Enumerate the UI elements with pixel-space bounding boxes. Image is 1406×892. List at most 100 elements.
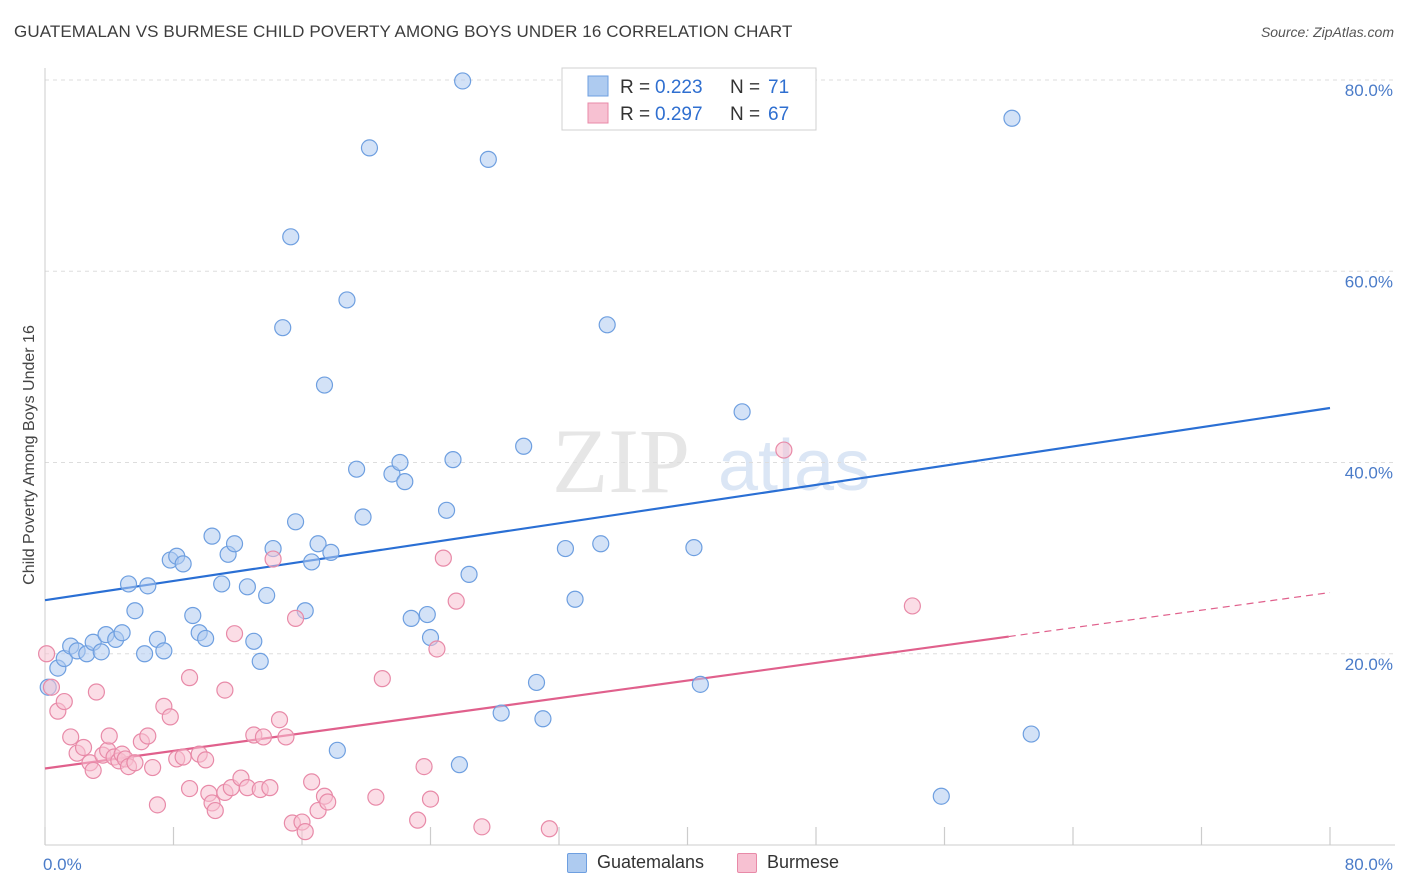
data-points [38, 72, 1040, 841]
burmese-point [434, 549, 452, 567]
guatemalan-point [360, 139, 379, 157]
guatemalan-point [733, 403, 751, 421]
burmese-point [447, 592, 465, 610]
guatemalan-point [113, 624, 131, 642]
guatemalan-point [391, 453, 409, 472]
burmese-point [84, 761, 102, 780]
guatemalan-point [492, 704, 510, 722]
burmese-point [144, 758, 162, 777]
guatemalan-point [566, 590, 584, 608]
guatemalan-point [139, 577, 157, 595]
guatemalan-point [328, 741, 346, 759]
guatemalan-point [135, 645, 154, 663]
legend-swatch-burmese [587, 102, 609, 124]
watermark-zip: ZIP [552, 410, 690, 512]
legend-n-value-2: 67 [768, 104, 789, 125]
burmese-point [261, 779, 279, 797]
guatemalan-point [184, 606, 202, 625]
guatemalan-point [396, 473, 414, 491]
guatemalan-point [245, 632, 263, 650]
guatemalan-point [444, 451, 462, 469]
burmese-point [62, 728, 80, 746]
guatemalan-point [932, 787, 950, 805]
burmese-point [197, 751, 215, 769]
legend-r-value-2: 0.297 [655, 104, 703, 125]
burmese-point [903, 597, 921, 615]
bottom-legend-item-burmese: Burmese [737, 852, 839, 873]
burmese-point [139, 727, 157, 745]
grid-lines [45, 79, 1395, 655]
bottom-legend-label-burmese: Burmese [767, 852, 840, 872]
x-tick-label: 0.0% [43, 855, 82, 874]
guatemalan-point [92, 643, 110, 661]
burmese-point [415, 757, 433, 776]
burmese-point [42, 678, 61, 696]
burmese-point [161, 708, 179, 726]
guatemalan-point [402, 609, 420, 627]
burmese-point [303, 773, 321, 791]
burmese-point [55, 692, 73, 711]
y-axis-label: Child Poverty Among Boys Under 16 [21, 325, 38, 585]
guatemalan-point [437, 501, 456, 519]
legend-n-label-2: N = [730, 104, 760, 125]
burmese-point [270, 711, 289, 729]
guatemalan-point [685, 539, 703, 557]
burmese-trend-line [44, 635, 1009, 770]
legend-swatch-guatemalans [587, 75, 609, 97]
chart-title: GUATEMALAN VS BURMESE CHILD POVERTY AMON… [14, 22, 793, 41]
guatemalan-point [592, 535, 610, 553]
burmese-point [296, 823, 314, 841]
x-tick-label: 80.0% [1345, 855, 1393, 874]
guatemalan-point [418, 605, 436, 624]
legend-n-value-1: 71 [768, 77, 789, 98]
burmese-point [409, 811, 427, 829]
bottom-legend-label-guatemalans: Guatemalans [596, 852, 704, 872]
burmese-point [87, 683, 106, 701]
y-tick-label: 60.0% [1345, 272, 1393, 291]
guatemalan-point [691, 675, 709, 693]
axes [44, 68, 1395, 846]
guatemalan-point [274, 319, 292, 337]
guatemalan-point [598, 316, 616, 334]
burmese-point [180, 779, 199, 798]
guatemalan-point [322, 543, 340, 561]
guatemalan-point [1022, 725, 1040, 743]
burmese-point [254, 728, 273, 746]
guatemalan-point [527, 673, 546, 692]
guatemalan-point [119, 575, 138, 593]
burmese-point [38, 645, 56, 663]
guatemalan-point [258, 586, 276, 605]
watermark-atlas: atlas [718, 426, 870, 506]
burmese-point [428, 640, 446, 658]
guatemalan-point [315, 376, 334, 394]
burmese-point [100, 727, 118, 745]
guatemalan-point [534, 710, 552, 728]
burmese-point [225, 625, 244, 643]
y-tick-label: 20.0% [1345, 655, 1393, 674]
burmese-point [286, 609, 305, 627]
guatemalan-point [1003, 109, 1021, 127]
legend: R = 0.223 N = 71 R = 0.297 N = 67 [561, 67, 817, 131]
guatemalan-point [282, 228, 300, 246]
burmese-point [319, 793, 337, 811]
burmese-point [206, 801, 224, 820]
burmese-point [540, 820, 558, 838]
burmese-trend-line-dashed [1008, 591, 1331, 638]
burmese-point [421, 790, 440, 808]
bottom-legend-swatch-guatemalans [566, 852, 587, 873]
burmese-point [216, 681, 234, 699]
y-tick-label: 40.0% [1345, 464, 1393, 483]
burmese-point [367, 788, 385, 806]
guatemalan-point [454, 72, 472, 90]
guatemalan-point [174, 555, 192, 573]
burmese-point [74, 738, 93, 757]
guatemalan-point [450, 756, 469, 774]
burmese-point [473, 818, 491, 836]
guatemalan-point [479, 150, 497, 168]
burmese-point [180, 669, 199, 687]
burmese-point [148, 796, 167, 814]
guatemalan-point [213, 575, 231, 593]
guatemalan-point [155, 642, 173, 660]
legend-r-value-1: 0.223 [655, 77, 703, 98]
guatemalan-point [238, 578, 256, 596]
